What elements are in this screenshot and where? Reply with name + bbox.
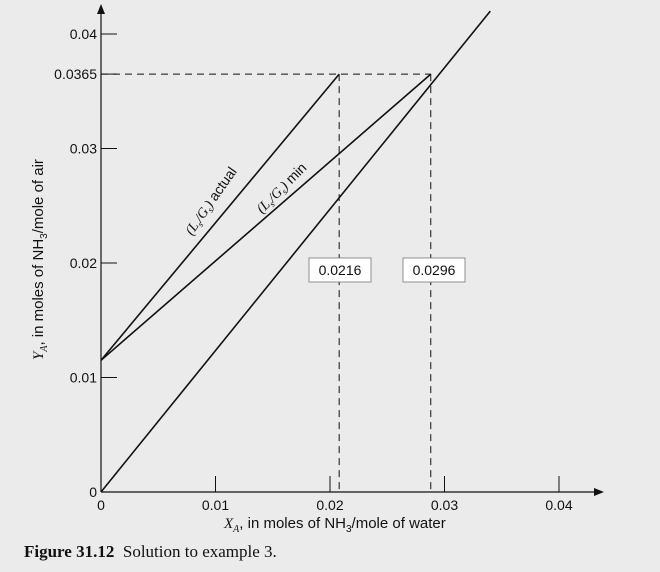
x-tick-label: 0 — [97, 497, 105, 513]
svg-text:0.0216: 0.0216 — [319, 262, 362, 278]
y-tick-label: 0.03 — [70, 141, 97, 157]
series-equilibrium — [100, 10, 491, 493]
y-tick-label: 0.04 — [70, 26, 97, 42]
figure-caption-label: Figure 31.12 — [24, 542, 115, 561]
series-actual — [100, 73, 340, 361]
annotation-0.0216: 0.0216 — [308, 257, 372, 283]
series-min — [100, 73, 432, 361]
figure-caption: Figure 31.12 Solution to example 3. — [24, 542, 277, 562]
x-tick-label: 0.02 — [316, 497, 343, 513]
x-axis-title: XA, in moles of NH3/mole of water — [223, 515, 446, 535]
x-tick-label: 0.04 — [545, 497, 572, 513]
y-tick-label: 0.02 — [70, 255, 97, 271]
annotation-0.0296: 0.0296 — [402, 257, 466, 283]
x-axis-arrow — [594, 488, 604, 496]
y-axis-arrow — [97, 4, 105, 14]
x-tick-label: 0.01 — [202, 497, 229, 513]
x-tick-label: 0.03 — [431, 497, 458, 513]
y-axis-title: YA, in moles of NH3/mole of air — [30, 159, 50, 360]
y-tick-label: 0.01 — [70, 370, 97, 386]
y-tick-label: 0.0365 — [54, 66, 97, 82]
figure-caption-text: Solution to example 3. — [122, 542, 277, 561]
y-tick-label: 0 — [89, 484, 97, 500]
svg-text:0.0296: 0.0296 — [413, 262, 456, 278]
